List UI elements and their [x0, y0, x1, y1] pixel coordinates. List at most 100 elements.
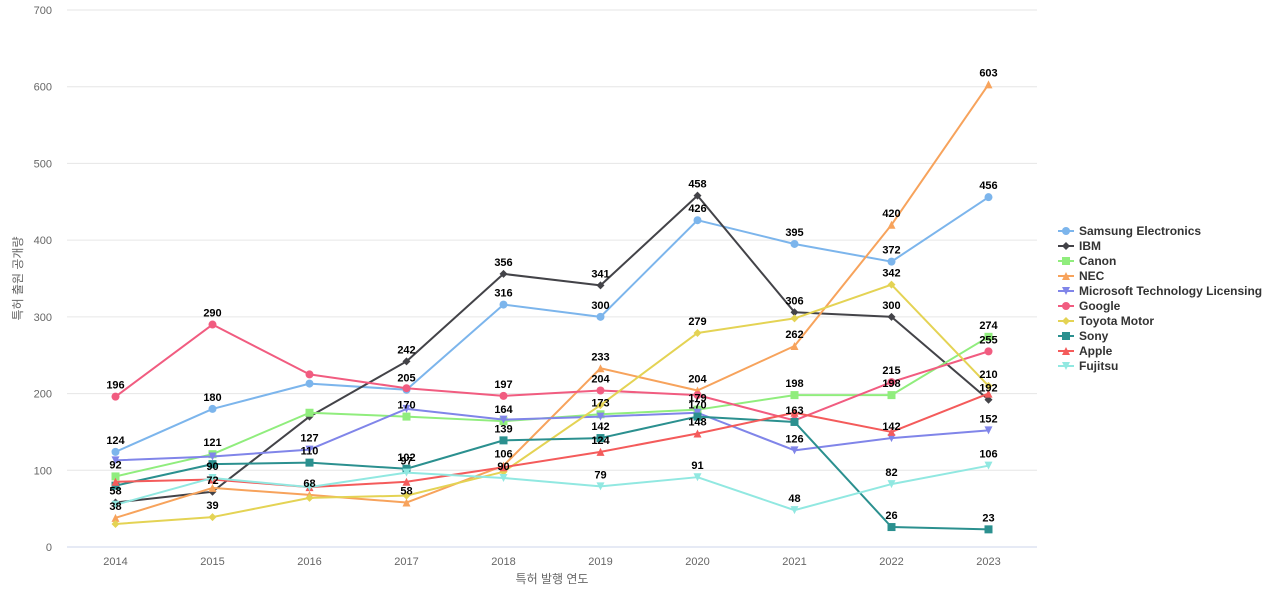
- data-point[interactable]: [111, 513, 120, 522]
- data-point[interactable]: [402, 468, 411, 477]
- data-point[interactable]: [111, 472, 120, 481]
- data-point[interactable]: [499, 436, 508, 445]
- legend-marker[interactable]: [1062, 362, 1070, 370]
- data-point[interactable]: [208, 320, 217, 329]
- data-point[interactable]: [499, 391, 508, 400]
- data-point[interactable]: [790, 391, 799, 400]
- data-point[interactable]: [208, 460, 217, 469]
- data-point[interactable]: [111, 456, 120, 465]
- legend[interactable]: Samsung ElectronicsIBMCanonNECMicrosoft …: [1058, 224, 1262, 373]
- data-point[interactable]: [984, 395, 993, 404]
- legend-item[interactable]: Samsung Electronics: [1058, 224, 1201, 238]
- legend-item[interactable]: Sony: [1058, 329, 1109, 343]
- data-point[interactable]: [305, 493, 314, 502]
- data-point[interactable]: [402, 477, 411, 486]
- data-point[interactable]: [887, 434, 896, 443]
- data-point[interactable]: [693, 216, 702, 225]
- data-point[interactable]: [596, 312, 605, 321]
- data-point[interactable]: [596, 482, 605, 491]
- data-point[interactable]: [984, 381, 993, 390]
- series-line[interactable]: [115, 407, 989, 462]
- data-point[interactable]: [596, 434, 605, 443]
- data-point[interactable]: [984, 389, 993, 398]
- data-point[interactable]: [693, 429, 702, 438]
- data-point[interactable]: [790, 314, 799, 323]
- data-point[interactable]: [305, 408, 314, 417]
- data-point[interactable]: [402, 384, 411, 393]
- legend-marker[interactable]: [1062, 272, 1070, 280]
- data-point[interactable]: [402, 357, 411, 366]
- data-point[interactable]: [887, 391, 896, 400]
- series-line[interactable]: [115, 283, 990, 525]
- data-point[interactable]: [499, 415, 508, 424]
- data-point[interactable]: [887, 378, 896, 387]
- data-point[interactable]: [596, 412, 605, 421]
- series-line[interactable]: [115, 415, 989, 531]
- data-point[interactable]: [305, 458, 314, 467]
- legend-marker[interactable]: [1062, 227, 1070, 235]
- data-point[interactable]: [984, 80, 993, 89]
- series-line[interactable]: [115, 196, 990, 453]
- legend-marker[interactable]: [1062, 287, 1070, 295]
- data-point[interactable]: [790, 408, 799, 417]
- legend-marker[interactable]: [1062, 242, 1070, 250]
- legend-item[interactable]: Fujitsu: [1058, 359, 1118, 373]
- data-point[interactable]: [402, 491, 411, 500]
- data-point[interactable]: [790, 417, 799, 426]
- data-point[interactable]: [499, 463, 508, 472]
- data-point[interactable]: [499, 473, 508, 482]
- legend-marker[interactable]: [1062, 302, 1070, 310]
- data-point[interactable]: [984, 193, 993, 202]
- data-point[interactable]: [111, 392, 120, 401]
- legend-item[interactable]: Microsoft Technology Licensing: [1058, 284, 1262, 298]
- series-line[interactable]: [115, 464, 989, 512]
- data-point[interactable]: [208, 404, 217, 413]
- data-point[interactable]: [402, 498, 411, 507]
- data-point[interactable]: [596, 364, 605, 373]
- legend-item[interactable]: NEC: [1058, 269, 1105, 283]
- data-point[interactable]: [402, 412, 411, 421]
- data-point[interactable]: [111, 519, 120, 528]
- legend-item[interactable]: Google: [1058, 299, 1121, 313]
- data-point[interactable]: [790, 239, 799, 248]
- legend-item[interactable]: Apple: [1058, 344, 1113, 358]
- data-point[interactable]: [693, 191, 702, 200]
- data-point[interactable]: [984, 426, 993, 435]
- data-point[interactable]: [887, 280, 896, 289]
- data-point[interactable]: [305, 379, 314, 388]
- data-point[interactable]: [499, 300, 508, 309]
- data-point[interactable]: [887, 480, 896, 489]
- data-point[interactable]: [305, 445, 314, 454]
- data-point[interactable]: [208, 483, 217, 492]
- data-point[interactable]: [790, 506, 799, 515]
- data-point[interactable]: [887, 220, 896, 229]
- data-point[interactable]: [887, 312, 896, 321]
- data-point[interactable]: [499, 269, 508, 278]
- data-point[interactable]: [402, 404, 411, 413]
- data-point[interactable]: [984, 332, 993, 341]
- data-point[interactable]: [790, 342, 799, 351]
- data-point[interactable]: [111, 447, 120, 456]
- data-point[interactable]: [693, 473, 702, 482]
- series-line[interactable]: [114, 323, 989, 422]
- data-point[interactable]: [111, 500, 120, 509]
- data-point[interactable]: [208, 513, 217, 522]
- data-point[interactable]: [305, 370, 314, 379]
- data-point[interactable]: [596, 386, 605, 395]
- data-point[interactable]: [305, 483, 314, 492]
- data-point[interactable]: [790, 446, 799, 455]
- data-point[interactable]: [887, 427, 896, 436]
- legend-marker[interactable]: [1062, 332, 1070, 340]
- data-point[interactable]: [208, 473, 217, 482]
- data-point[interactable]: [208, 452, 217, 461]
- legend-marker[interactable]: [1062, 317, 1070, 325]
- data-point[interactable]: [596, 447, 605, 456]
- legend-item[interactable]: Canon: [1058, 254, 1116, 268]
- data-point[interactable]: [887, 523, 896, 532]
- data-point[interactable]: [596, 401, 605, 410]
- data-point[interactable]: [887, 257, 896, 266]
- legend-item[interactable]: IBM: [1058, 239, 1101, 253]
- data-point[interactable]: [693, 391, 702, 400]
- data-point[interactable]: [984, 347, 993, 356]
- series-line[interactable]: [115, 83, 990, 519]
